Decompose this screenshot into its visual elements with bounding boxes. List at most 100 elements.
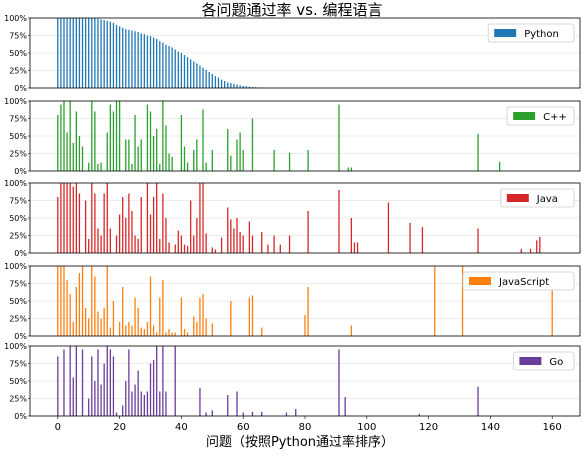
bar-javascript: [134, 298, 135, 337]
bar-javascript: [175, 333, 176, 337]
y-tick-label: 75%: [9, 115, 27, 124]
bar-java: [159, 239, 160, 253]
bar-c-: [79, 136, 80, 171]
bar-c-: [113, 112, 114, 172]
y-tick-label: 25%: [9, 395, 27, 404]
bar-java: [73, 187, 74, 254]
y-tick-label: 0%: [14, 84, 27, 93]
legend-label: JavaScript: [498, 277, 549, 288]
bar-python: [122, 28, 123, 88]
bar-python: [159, 41, 160, 88]
x-axis-label: 问题（按照Python通过率排序）: [206, 434, 394, 450]
y-tick-label: 25%: [9, 150, 27, 159]
bar-java: [252, 236, 253, 254]
bar-javascript: [261, 328, 262, 336]
bar-c-: [159, 164, 160, 171]
bar-go: [57, 357, 58, 417]
bar-python: [178, 52, 179, 88]
bar-java: [165, 218, 166, 253]
bar-go: [131, 392, 132, 417]
bar-javascript: [107, 266, 108, 336]
bar-javascript: [304, 315, 305, 336]
bar-c-: [236, 140, 237, 172]
bar-java: [79, 194, 80, 254]
y-tick-label: 0%: [14, 412, 27, 421]
bar-c-: [141, 140, 142, 172]
bar-c-: [125, 140, 126, 172]
bar-go: [227, 395, 228, 416]
bar-java: [221, 238, 222, 253]
bar-javascript: [184, 329, 185, 336]
bar-python: [141, 33, 142, 88]
bar-java: [243, 236, 244, 254]
chart-title: 各问题通过率 vs. 编程语言: [202, 1, 383, 19]
bar-python: [165, 45, 166, 88]
bar-python: [168, 46, 169, 88]
y-tick-label: 50%: [9, 377, 27, 386]
bar-java: [70, 183, 71, 253]
bar-python: [97, 19, 98, 88]
bar-c-: [138, 147, 139, 172]
bar-python: [110, 22, 111, 89]
bar-c-: [128, 140, 129, 172]
bar-go: [73, 378, 74, 417]
bar-javascript: [168, 329, 169, 336]
bar-java: [307, 211, 308, 253]
bar-python: [215, 76, 216, 88]
bar-javascript: [119, 322, 120, 336]
bar-javascript: [100, 319, 101, 337]
bar-java: [215, 250, 216, 254]
bar-c-: [181, 115, 182, 171]
bar-go: [199, 388, 200, 416]
bar-python: [156, 39, 157, 88]
bar-c-: [499, 162, 500, 171]
bar-javascript: [66, 280, 67, 336]
bar-javascript: [202, 294, 203, 336]
bar-java: [156, 183, 157, 253]
bar-c-: [171, 157, 172, 171]
bar-javascript: [307, 287, 308, 336]
bar-go: [134, 385, 135, 417]
bar-java: [187, 246, 188, 253]
bar-javascript: [138, 308, 139, 336]
x-tick-label: 140: [481, 422, 500, 433]
bar-python: [153, 38, 154, 88]
y-tick-label: 0%: [14, 167, 27, 176]
bar-javascript: [193, 316, 194, 336]
bar-c-: [307, 150, 308, 171]
bar-java: [85, 201, 86, 254]
bar-java: [239, 232, 240, 253]
legend: Go: [513, 352, 574, 370]
bar-go: [76, 346, 77, 416]
bar-c-: [348, 168, 349, 172]
bar-python: [193, 61, 194, 88]
bar-c-: [100, 163, 101, 171]
bar-javascript: [60, 266, 61, 336]
bar-java: [357, 243, 358, 254]
bar-java: [230, 219, 231, 253]
bar-java: [212, 247, 213, 253]
y-tick-label: 25%: [9, 67, 27, 76]
bar-javascript: [113, 301, 114, 336]
bar-go: [295, 409, 296, 416]
bar-java: [128, 194, 129, 254]
bar-c-: [76, 112, 77, 172]
legend-swatch: [519, 357, 541, 365]
bar-java: [76, 183, 77, 253]
bar-c-: [131, 164, 132, 171]
bar-python: [190, 59, 191, 88]
legend-label: Python: [524, 29, 559, 40]
legend: C++: [507, 107, 574, 125]
bar-javascript: [144, 329, 145, 336]
bar-java: [150, 215, 151, 254]
bar-python: [128, 30, 129, 88]
bar-python: [79, 18, 80, 88]
y-tick-label: 50%: [9, 297, 27, 306]
bar-java: [97, 229, 98, 254]
bar-javascript: [351, 326, 352, 337]
bar-java: [196, 218, 197, 253]
bar-java: [530, 249, 531, 253]
panel-javascript: 0%25%50%75%100%JavaScript: [4, 262, 580, 341]
bar-java: [57, 197, 58, 253]
